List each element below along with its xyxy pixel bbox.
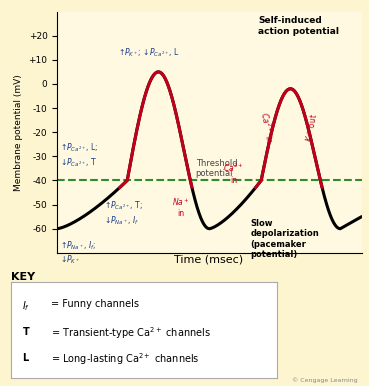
Text: KEY: KEY	[11, 272, 35, 282]
Text: Time (msec): Time (msec)	[174, 254, 243, 264]
Text: = Funny channels: = Funny channels	[51, 299, 139, 309]
Text: Threshold
potential: Threshold potential	[196, 159, 237, 178]
Text: = Transient-type Ca$^{2+}$ channels: = Transient-type Ca$^{2+}$ channels	[51, 325, 211, 341]
Text: $Na^+$
in: $Na^+$ in	[172, 196, 189, 218]
Y-axis label: Membrane potential (mV): Membrane potential (mV)	[14, 74, 23, 191]
Text: Self-induced
action potential: Self-induced action potential	[258, 16, 339, 36]
Text: $Ca^{2+}$ in: $Ca^{2+}$ in	[258, 111, 276, 144]
Text: = Long-lasting Ca$^{2+}$ channels: = Long-lasting Ca$^{2+}$ channels	[51, 351, 200, 367]
Text: ↑$P_{Ca^{2+}}$, T;
↓$P_{Na^+}$, $I_f$: ↑$P_{Ca^{2+}}$, T; ↓$P_{Na^+}$, $I_f$	[104, 200, 143, 227]
Text: $\mathbf{L}$: $\mathbf{L}$	[22, 351, 30, 363]
Text: $K^+$ out: $K^+$ out	[303, 112, 320, 143]
Text: $Ca^{2+}$
in: $Ca^{2+}$ in	[223, 162, 244, 185]
Text: $\mathit{I_f}$: $\mathit{I_f}$	[22, 299, 30, 313]
Text: © Cengage Learning: © Cengage Learning	[292, 378, 358, 383]
Text: ↑$P_{Ca^{2+}}$, L;
↓$P_{Ca^{2+}}$, T: ↑$P_{Ca^{2+}}$, L; ↓$P_{Ca^{2+}}$, T	[60, 142, 98, 169]
Text: ↑$P_{Na^+}$, $I_f$;
↓$P_{K^+}$: ↑$P_{Na^+}$, $I_f$; ↓$P_{K^+}$	[60, 240, 96, 266]
Text: $\mathbf{T}$: $\mathbf{T}$	[22, 325, 30, 337]
Text: ↑$P_{K^+}$; ↓$P_{Ca^{2+}}$, L: ↑$P_{K^+}$; ↓$P_{Ca^{2+}}$, L	[118, 46, 180, 59]
Text: Slow
depolarization
(pacemaker
potential): Slow depolarization (pacemaker potential…	[251, 219, 319, 259]
